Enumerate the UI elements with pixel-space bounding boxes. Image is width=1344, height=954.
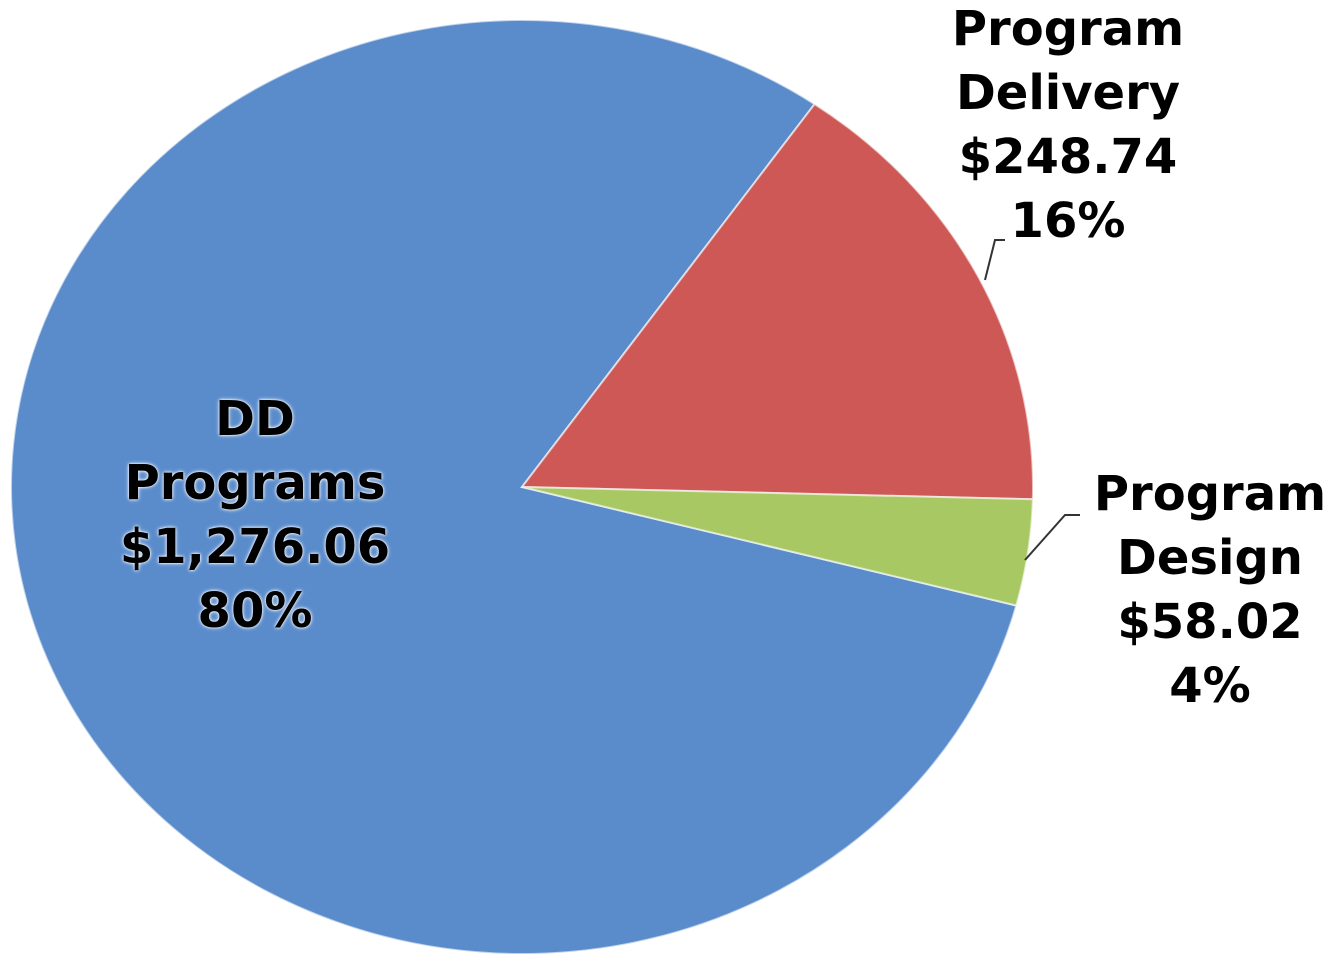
category-label: Program Delivery <box>951 1 1185 121</box>
percent-label: 80% <box>197 583 313 639</box>
leader-line <box>984 239 1005 281</box>
value-label: $58.02 <box>1117 594 1303 650</box>
pie-slice <box>520 102 1034 501</box>
slice-label: Program Design $58.02 4% <box>1094 462 1326 718</box>
slice-label: Program Delivery $248.74 16% <box>952 0 1184 253</box>
category-label: DD Programs <box>124 391 386 511</box>
percent-label: 4% <box>1169 658 1251 714</box>
category-label: Program Design <box>1093 466 1327 586</box>
percent-label: 16% <box>1010 193 1126 249</box>
leader-line <box>1024 514 1080 561</box>
pie-slice <box>10 19 1018 954</box>
slice-label: DD Programs $1,276.06 80% <box>120 387 390 643</box>
value-label: $248.74 <box>958 129 1178 185</box>
pie-slice <box>521 486 1034 607</box>
value-label: $1,276.06 <box>119 519 391 575</box>
pie <box>10 19 1034 954</box>
